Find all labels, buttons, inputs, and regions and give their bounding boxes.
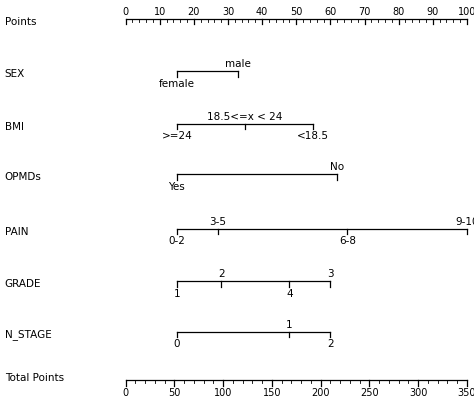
Text: 6-8: 6-8: [339, 236, 356, 247]
Text: 90: 90: [427, 7, 439, 17]
Text: female: female: [159, 79, 195, 89]
Text: PAIN: PAIN: [5, 227, 28, 236]
Text: 18.5<=x < 24: 18.5<=x < 24: [207, 112, 283, 122]
Text: 100: 100: [214, 388, 232, 398]
Text: 250: 250: [360, 388, 379, 398]
Text: male: male: [225, 59, 251, 69]
Text: 20: 20: [188, 7, 200, 17]
Text: 4: 4: [286, 289, 293, 299]
Text: 150: 150: [263, 388, 281, 398]
Text: 0-2: 0-2: [168, 236, 185, 247]
Text: 1: 1: [173, 289, 180, 299]
Text: <18.5: <18.5: [297, 131, 329, 142]
Text: 70: 70: [358, 7, 371, 17]
Text: N_STAGE: N_STAGE: [5, 329, 52, 340]
Text: 50: 50: [290, 7, 302, 17]
Text: 80: 80: [392, 7, 405, 17]
Text: SEX: SEX: [5, 69, 25, 79]
Text: BMI: BMI: [5, 122, 24, 131]
Text: 50: 50: [168, 388, 181, 398]
Text: 0: 0: [123, 7, 128, 17]
Text: Yes: Yes: [168, 182, 185, 192]
Text: 10: 10: [154, 7, 166, 17]
Text: 3: 3: [327, 269, 334, 279]
Text: >=24: >=24: [162, 131, 192, 142]
Text: 2: 2: [218, 269, 225, 279]
Text: 200: 200: [311, 388, 330, 398]
Text: 100: 100: [458, 7, 474, 17]
Text: No: No: [330, 162, 344, 172]
Text: 0: 0: [123, 388, 128, 398]
Text: 30: 30: [222, 7, 234, 17]
Text: 9-10: 9-10: [455, 217, 474, 227]
Text: 60: 60: [324, 7, 337, 17]
Text: Total Points: Total Points: [5, 373, 64, 383]
Text: 300: 300: [409, 388, 428, 398]
Text: 3-5: 3-5: [209, 217, 226, 227]
Text: OPMDs: OPMDs: [5, 172, 42, 182]
Text: 350: 350: [457, 388, 474, 398]
Text: 2: 2: [327, 339, 334, 349]
Text: Points: Points: [5, 17, 36, 26]
Text: 0: 0: [173, 339, 180, 349]
Text: 40: 40: [256, 7, 268, 17]
Text: 1: 1: [286, 320, 293, 330]
Text: GRADE: GRADE: [5, 279, 41, 289]
